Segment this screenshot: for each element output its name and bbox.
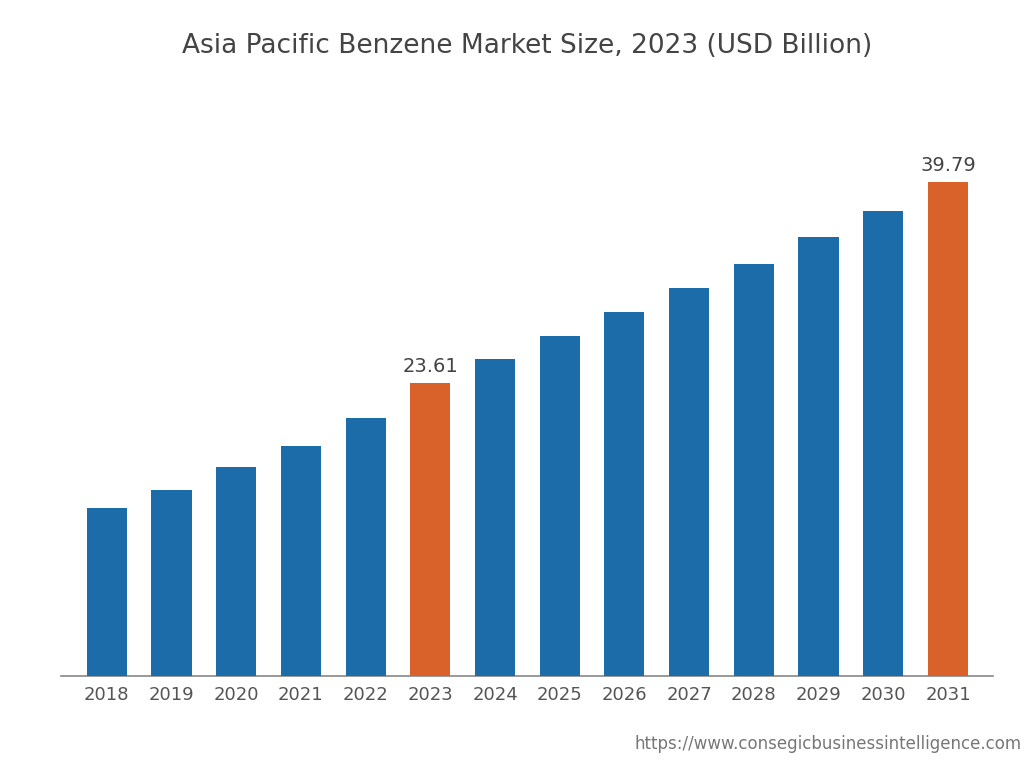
Bar [734, 263, 774, 676]
Bar [152, 489, 191, 676]
Bar [863, 211, 903, 676]
Bar [475, 359, 515, 676]
Title: Asia Pacific Benzene Market Size, 2023 (USD Billion): Asia Pacific Benzene Market Size, 2023 (… [182, 33, 872, 59]
Bar [540, 336, 580, 676]
Bar [345, 418, 386, 676]
Text: 39.79: 39.79 [921, 157, 976, 176]
Text: https://www.consegicbusinessintelligence.com: https://www.consegicbusinessintelligence… [635, 735, 1022, 753]
Bar [669, 288, 710, 676]
Bar [799, 237, 839, 676]
Bar [87, 508, 127, 676]
Bar [216, 467, 256, 676]
Bar [281, 446, 321, 676]
Text: 23.61: 23.61 [402, 357, 458, 376]
Bar [604, 312, 644, 676]
Bar [928, 182, 968, 676]
Bar [411, 382, 451, 676]
